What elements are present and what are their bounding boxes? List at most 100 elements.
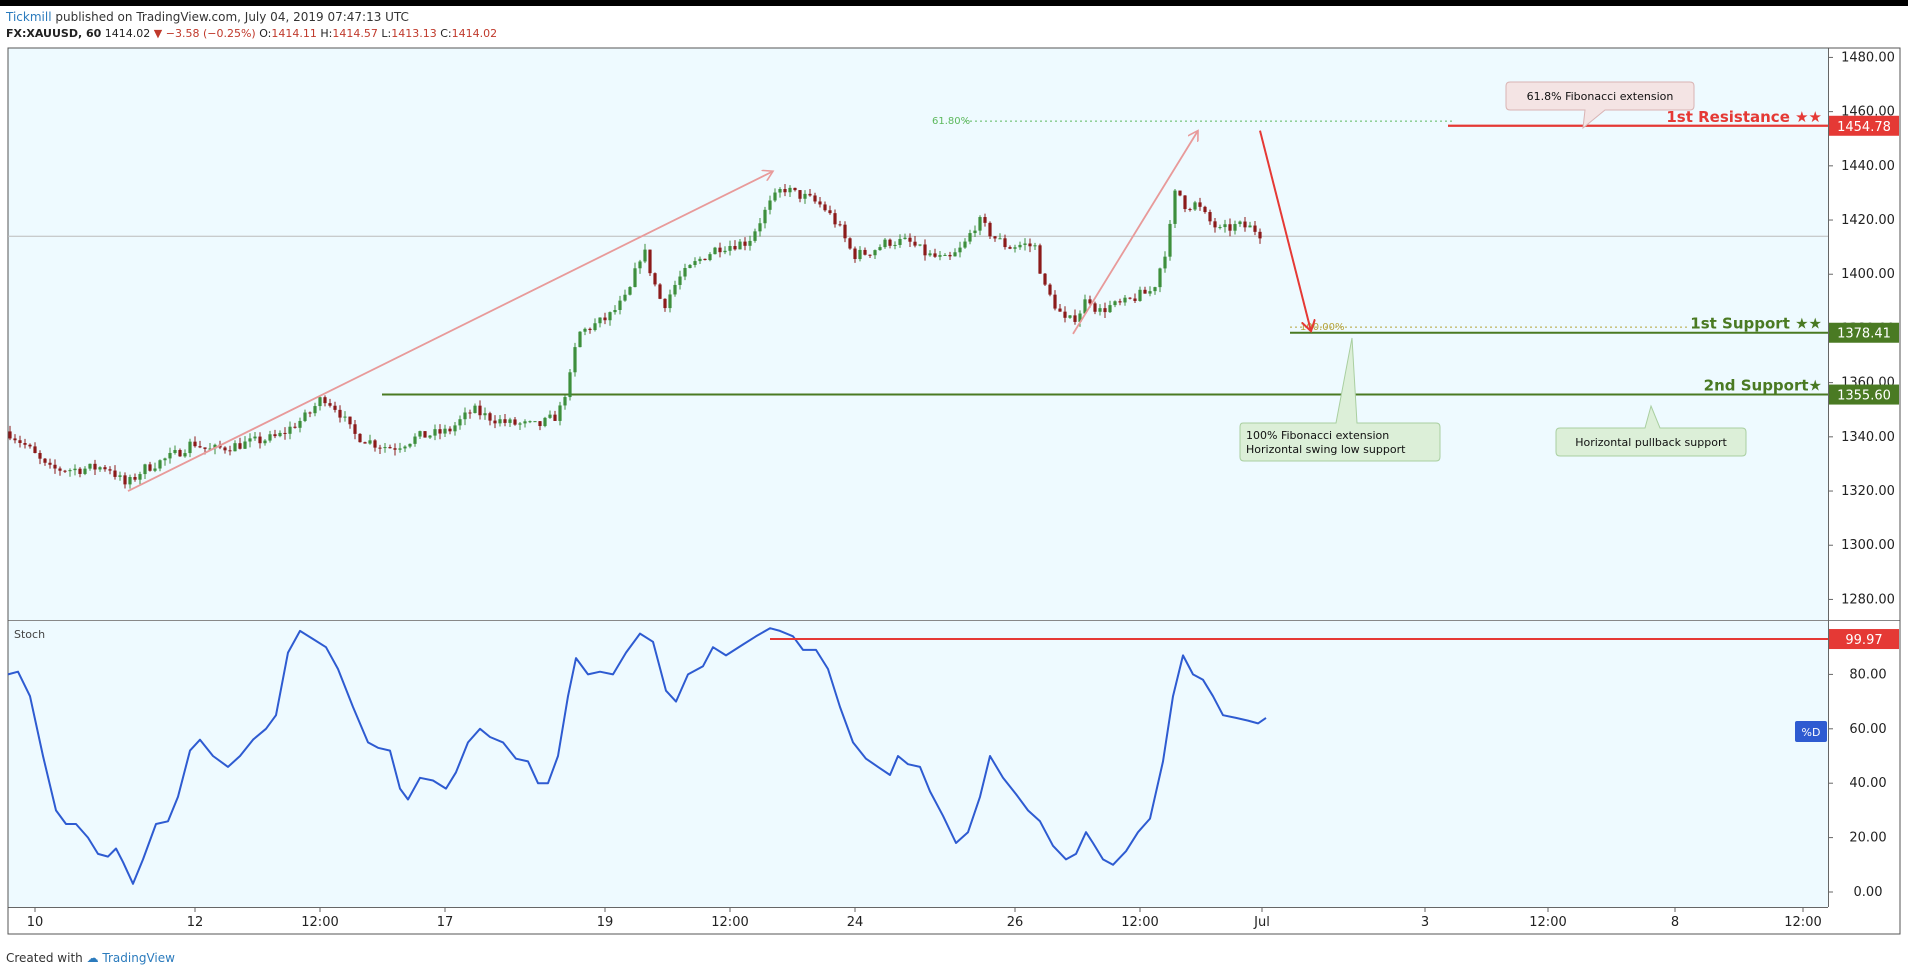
candle-up — [533, 421, 537, 423]
candle-up — [1218, 227, 1222, 229]
resistance-label: 1st Resistance ★★ — [1666, 108, 1822, 126]
low-label: L: — [381, 27, 392, 40]
candle-down — [1178, 190, 1182, 196]
time-tick-label: 12:00 — [711, 915, 748, 930]
time-tick-label: 12:00 — [1529, 915, 1566, 930]
candle-down — [133, 477, 137, 480]
candle-down — [1198, 202, 1202, 207]
price-change: −3.58 (−0.25%) — [165, 27, 256, 40]
time-tick-label: 12:00 — [1784, 915, 1821, 930]
symbol-info: FX:XAUUSD, 60 1414.02 ▼ −3.58 (−0.25%) O… — [6, 27, 497, 40]
candle-down — [853, 248, 857, 260]
candle-down — [1008, 247, 1012, 249]
candle-up — [1158, 268, 1162, 288]
time-tick-label: 12:00 — [1121, 915, 1158, 930]
candle-down — [23, 443, 27, 445]
swing-low-line-2: Horizontal swing low support — [1246, 443, 1406, 456]
price-tick-label: 1420.00 — [1841, 213, 1895, 228]
candle-up — [253, 436, 257, 439]
time-tick-label: 12:00 — [301, 915, 338, 930]
tradingview-link[interactable]: TradingView — [102, 951, 175, 965]
candle-up — [873, 250, 877, 256]
candle-down — [603, 317, 607, 321]
candle-down — [538, 421, 542, 427]
candle-down — [988, 222, 992, 237]
candle-up — [418, 431, 422, 437]
candle-down — [833, 213, 837, 225]
candle-up — [633, 268, 637, 288]
time-tick-label: Jul — [1253, 915, 1270, 930]
time-tick-label: 3 — [1421, 915, 1429, 930]
candle-up — [1153, 287, 1157, 292]
candle-up — [668, 294, 672, 309]
price-tick-label: 1480.00 — [1841, 50, 1895, 65]
candle-down — [793, 187, 797, 191]
candle-down — [283, 432, 287, 434]
time-tick-label: 24 — [847, 915, 864, 930]
candle-up — [1033, 245, 1037, 247]
candle-up — [738, 241, 742, 250]
candle-up — [543, 417, 547, 427]
swing-low-line-1: 100% Fibonacci extension — [1246, 429, 1389, 442]
candle-down — [198, 446, 202, 448]
pullback-callout: Horizontal pullback support — [1555, 404, 1747, 457]
candle-up — [943, 254, 947, 256]
candle-down — [1058, 308, 1062, 312]
time-tick-label: 19 — [597, 915, 614, 930]
candle-down — [203, 447, 207, 449]
candle-down — [848, 238, 852, 249]
candle-down — [818, 201, 822, 205]
open-label: O: — [259, 27, 272, 40]
candle-up — [163, 458, 167, 461]
stoch-level-badge — [1829, 629, 1899, 650]
candle-down — [393, 448, 397, 450]
candle-up — [698, 258, 702, 262]
candle-up — [883, 239, 887, 248]
candle-up — [763, 209, 767, 224]
candle-down — [148, 464, 152, 471]
stoch-panel[interactable] — [8, 621, 1828, 907]
publisher-link[interactable]: Tickmill — [6, 10, 52, 24]
price-tick-label: 1440.00 — [1841, 159, 1895, 174]
swing-low-callout: 100% Fibonacci extension Horizontal swin… — [1239, 337, 1441, 462]
stoch-d-line — [7, 627, 1267, 885]
candle-up — [998, 238, 1002, 240]
candle-up — [673, 284, 677, 295]
candle-down — [838, 224, 842, 226]
candle-down — [783, 189, 787, 193]
candle-down — [123, 475, 127, 485]
price-panel[interactable] — [8, 48, 1828, 620]
candle-up — [403, 446, 407, 449]
candle-up — [313, 406, 317, 414]
candle-down — [1188, 209, 1192, 211]
candle-up — [443, 428, 447, 434]
candle-up — [963, 241, 967, 248]
high-label: H: — [320, 27, 333, 40]
candle-down — [588, 328, 592, 331]
stoch-title: Stoch — [14, 628, 45, 641]
candle-up — [98, 467, 102, 470]
candle-down — [843, 224, 847, 239]
candle-up — [1138, 289, 1142, 301]
candle-up — [628, 287, 632, 295]
candle-up — [158, 460, 162, 469]
candle-up — [1193, 202, 1197, 210]
candle-up — [1173, 190, 1177, 224]
fib-extension-callout: 61.8% Fibonacci extension — [1505, 81, 1695, 130]
support-2-price-badge — [1829, 384, 1899, 405]
candle-up — [1223, 224, 1227, 228]
candle-up — [383, 447, 387, 449]
candle-up — [318, 397, 322, 407]
candle-down — [193, 441, 197, 447]
candle-down — [423, 431, 427, 438]
price-tick-label: 1340.00 — [1841, 430, 1895, 445]
candle-down — [733, 246, 737, 250]
candle-up — [688, 264, 692, 269]
candle-up — [1108, 305, 1112, 313]
candle-down — [503, 419, 507, 423]
candle-up — [593, 323, 597, 331]
candle-down — [63, 470, 67, 472]
candle-down — [1073, 315, 1077, 322]
candle-down — [488, 413, 492, 421]
